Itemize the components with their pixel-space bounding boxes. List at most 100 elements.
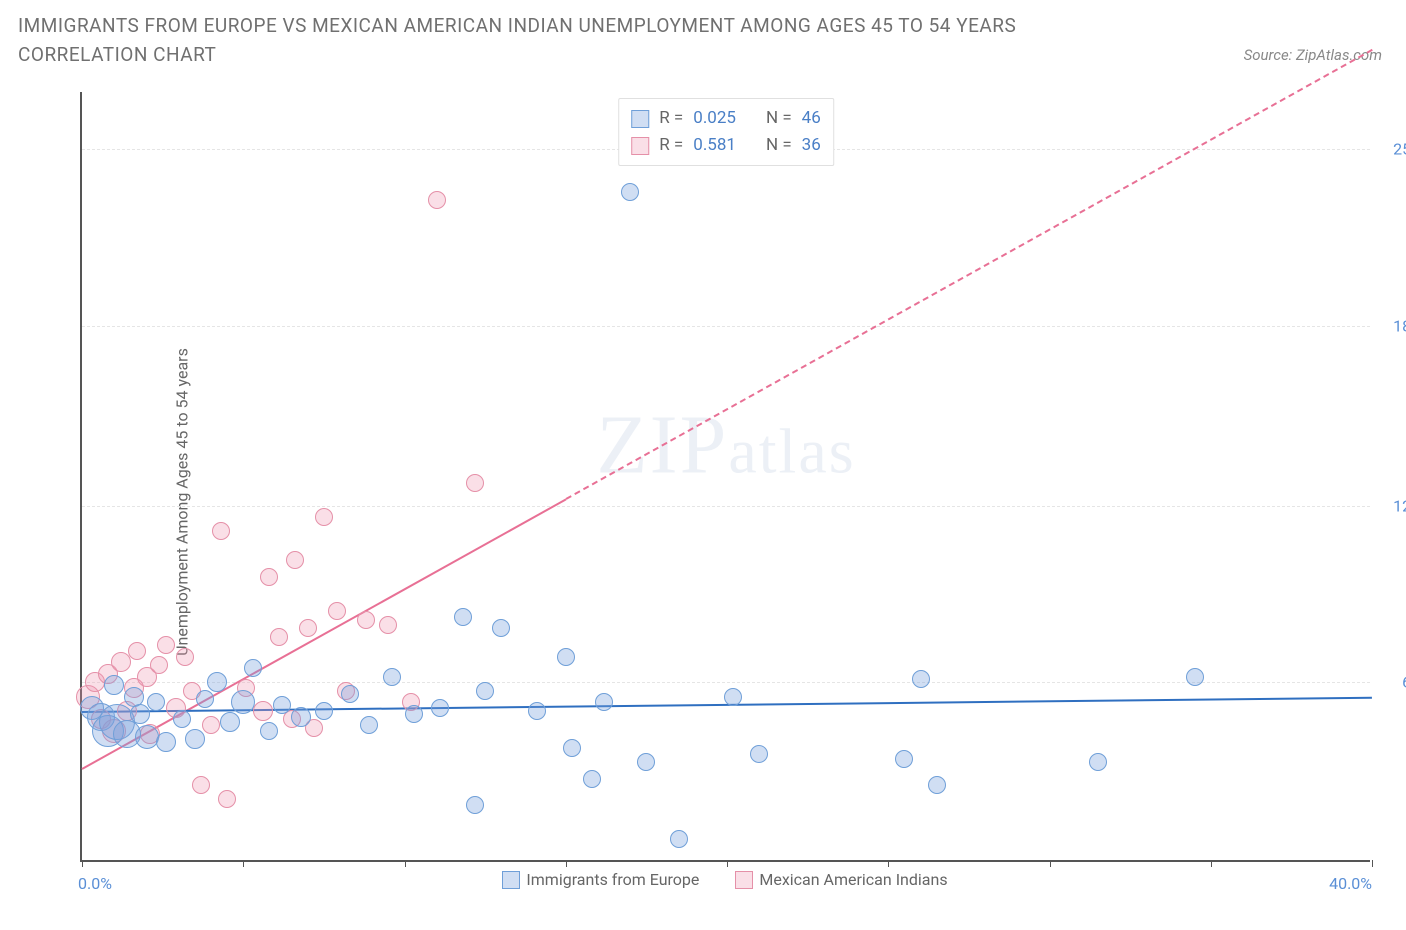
data-point [1186,668,1204,686]
stats-legend: R = 0.025 N = 46 R = 0.581 N = 36 [618,98,834,166]
data-point [185,729,205,749]
legend-label-pink: Mexican American Indians [759,870,947,889]
data-point [130,704,150,724]
stats-row-pink: R = 0.581 N = 36 [631,132,821,159]
plot-area: ZIPatlas R = 0.025 N = 46 R = 0.581 N = [80,92,1370,862]
data-point [157,636,175,654]
data-point [379,616,397,634]
data-point [428,191,446,209]
data-point [176,648,194,666]
legend-item-blue: Immigrants from Europe [502,870,699,889]
gridline [82,682,1370,683]
data-point [212,522,230,540]
gridline [82,506,1370,507]
data-point [328,602,346,620]
page-root: IMMIGRANTS FROM EUROPE VS MEXICAN AMERIC… [0,0,1406,930]
data-point [724,688,742,706]
r-value-pink: 0.581 [693,132,736,159]
data-point [341,685,359,703]
data-point [431,699,449,717]
x-tick [1050,860,1051,867]
data-point [476,682,494,700]
chart-container: Unemployment Among Ages 45 to 54 years Z… [18,92,1388,912]
data-point [670,830,688,848]
data-point [912,670,930,688]
x-tick [405,860,406,867]
data-point [454,608,472,626]
data-point [595,693,613,711]
data-point [231,690,255,714]
data-point [563,739,581,757]
legend-item-pink: Mexican American Indians [735,870,947,889]
r-label: R = [659,132,683,159]
x-tick [1211,860,1212,867]
data-point [220,712,240,732]
watermark-part2: atlas [728,416,855,487]
data-point [383,668,401,686]
data-point [466,796,484,814]
data-point [196,690,214,708]
data-point [156,732,176,752]
y-tick-label: 25.0% [1376,140,1406,159]
n-value-blue: 46 [802,105,821,132]
x-tick [1372,860,1373,867]
y-tick-label: 18.8% [1376,316,1406,335]
data-point [583,770,601,788]
legend-label-blue: Immigrants from Europe [526,870,699,889]
data-point [260,722,278,740]
x-tick [82,860,83,867]
data-point [405,705,423,723]
data-point [315,702,333,720]
data-point [260,568,278,586]
data-point [357,611,375,629]
data-point [895,750,913,768]
data-point [111,652,131,672]
swatch-pink [735,871,753,889]
data-point [270,628,288,646]
series-legend: Immigrants from Europe Mexican American … [80,870,1370,893]
r-value-blue: 0.025 [693,105,736,132]
data-point [218,790,236,808]
y-tick-label: 12.5% [1376,496,1406,515]
y-tick-label: 6.3% [1376,673,1406,692]
data-point [466,474,484,492]
data-point [557,648,575,666]
data-point [147,693,165,711]
data-point [291,707,311,727]
chart-title: IMMIGRANTS FROM EUROPE VS MEXICAN AMERIC… [18,12,1118,69]
data-point [192,776,210,794]
x-tick [727,860,728,867]
n-value-pink: 36 [802,132,821,159]
data-point [1089,753,1107,771]
x-tick [566,860,567,867]
data-point [928,776,946,794]
data-point [202,716,220,734]
gridline [82,326,1370,327]
x-tick [888,860,889,867]
data-point [299,619,317,637]
watermark: ZIPatlas [596,397,855,494]
data-point [750,745,768,763]
data-point [244,659,262,677]
r-label: R = [659,105,683,132]
data-point [104,675,124,695]
data-point [621,183,639,201]
n-label: N = [766,105,792,132]
data-point [637,753,655,771]
data-point [273,696,291,714]
x-tick [243,860,244,867]
swatch-pink [631,137,649,155]
data-point [253,701,273,721]
data-point [128,642,146,660]
data-point [173,710,191,728]
swatch-blue [502,871,520,889]
data-point [528,702,546,720]
data-point [150,656,168,674]
n-label: N = [766,132,792,159]
data-point [360,716,378,734]
data-point [135,725,159,749]
data-point [315,508,333,526]
data-point [286,551,304,569]
swatch-blue [631,110,649,128]
data-point [207,672,227,692]
